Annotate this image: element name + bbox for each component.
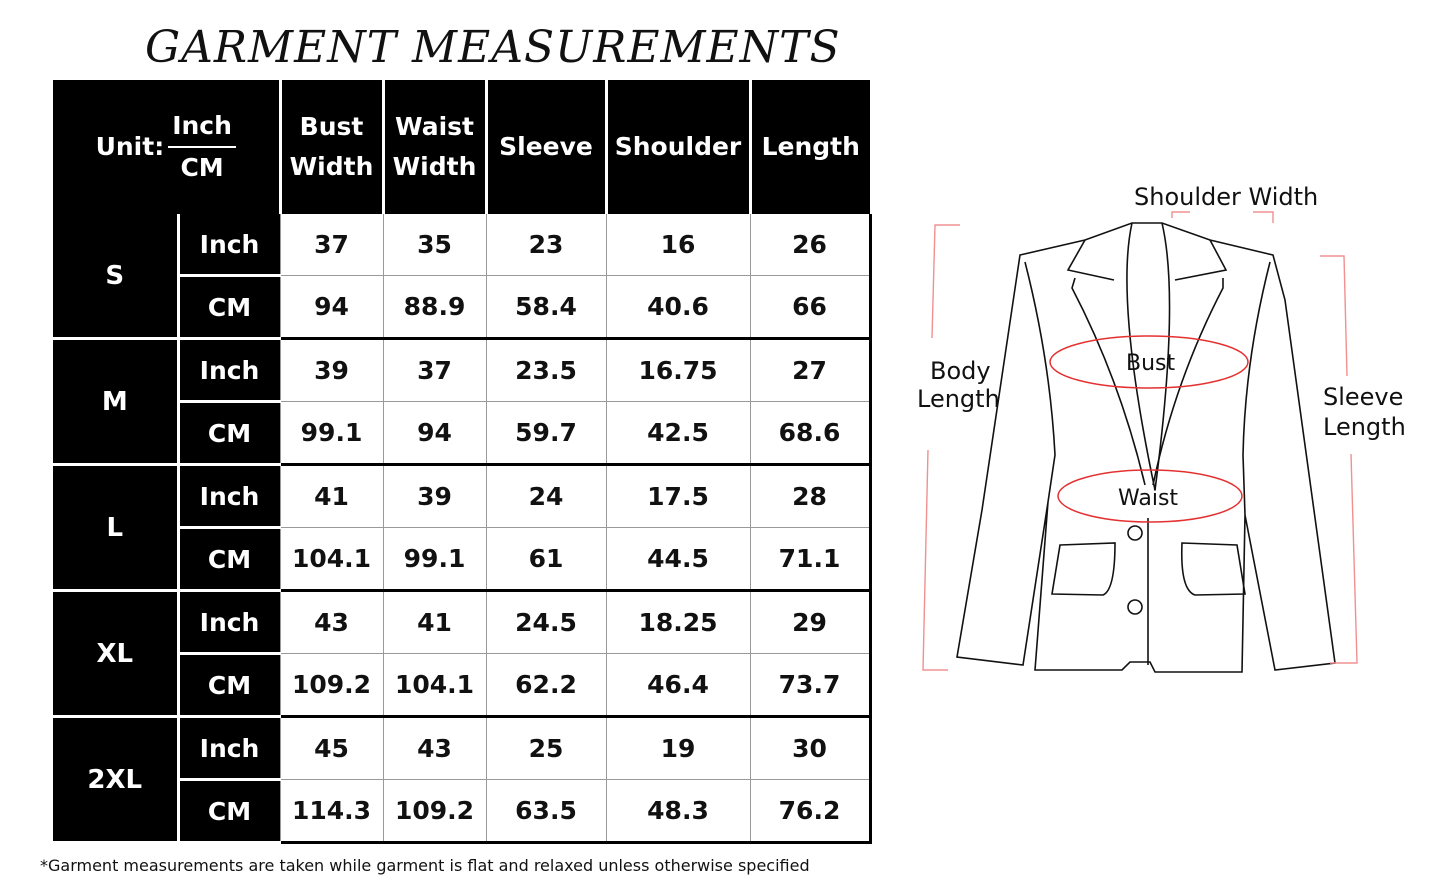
unit-cm: CM: [180, 153, 224, 182]
size-cell: L: [53, 464, 178, 592]
body-length-label-1: Body: [930, 357, 991, 385]
value-cell: 16: [605, 214, 750, 276]
col-length: Length: [748, 80, 870, 214]
value-cell: 30: [749, 716, 872, 780]
col-sleeve: Sleeve: [484, 80, 606, 214]
value-cell: 16.75: [605, 338, 750, 402]
col-shoulder: Shoulder: [604, 80, 750, 214]
measure-ellipses: [1049, 335, 1249, 523]
value-cell: 24: [485, 464, 606, 528]
unit-cell: Inch: [176, 464, 280, 529]
unit-cell: Inch: [176, 590, 280, 655]
col-waist: Waist Width: [381, 80, 486, 214]
value-cell: 26: [749, 214, 872, 276]
table-row: XL Inch 43 41 24.5 18.25 29: [53, 590, 872, 718]
value-cell: 17.5: [605, 464, 750, 528]
table-row: CM 104.1 99.1 61 44.5 71.1: [53, 527, 872, 592]
value-cell: 62.2: [485, 653, 606, 718]
value-cell: 76.2: [749, 779, 872, 844]
value-cell: 43: [279, 590, 383, 654]
value-cell: 41: [382, 590, 486, 654]
value-cell: 59.7: [485, 401, 606, 466]
value-cell: 73.7: [749, 653, 872, 718]
table-row: CM 99.1 94 59.7 42.5 68.6: [53, 401, 872, 466]
value-cell: 45: [279, 716, 383, 780]
sleeve-length-label-1: Sleeve: [1323, 383, 1403, 411]
value-cell: 94: [279, 275, 383, 340]
unit-cell: Inch: [176, 338, 280, 403]
value-cell: 28: [749, 464, 872, 528]
value-cell: 25: [485, 716, 606, 780]
value-cell: 109.2: [382, 779, 486, 844]
value-cell: 37: [382, 338, 486, 402]
shoulder-width-label: Shoulder Width: [1134, 183, 1318, 211]
jacket-diagram: Shoulder Width Body Length Sleeve Length…: [917, 183, 1406, 673]
value-cell: 46.4: [605, 653, 750, 718]
value-cell: 63.5: [485, 779, 606, 844]
size-cell: 2XL: [53, 716, 178, 844]
value-cell: 37: [279, 214, 383, 276]
value-cell: 104.1: [382, 653, 486, 718]
bust-label: Bust: [1126, 351, 1175, 376]
value-cell: 42.5: [605, 401, 750, 466]
value-cell: 35: [382, 214, 486, 276]
unit-cell: CM: [176, 275, 280, 340]
value-cell: 109.2: [279, 653, 383, 718]
unit-cell: Inch: [176, 716, 280, 781]
size-cell: XL: [53, 590, 178, 718]
table-row: L Inch 41 39 24 17.5 28: [53, 464, 872, 592]
value-cell: 39: [279, 338, 383, 402]
value-cell: 94: [382, 401, 486, 466]
table-row: S Inch 37 35 23 16 26: [53, 214, 872, 340]
value-cell: 29: [749, 590, 872, 654]
value-cell: 44.5: [605, 527, 750, 592]
value-cell: 24.5: [485, 590, 606, 654]
header-row: Unit: Inch CM Bust Width Waist Width Sleeve…: [53, 80, 870, 214]
value-cell: 43: [382, 716, 486, 780]
size-table: Unit: Inch CM Bust Width Waist Width Sleeve…: [53, 80, 872, 844]
table-row: CM 109.2 104.1 62.2 46.4 73.7: [53, 653, 872, 718]
value-cell: 104.1: [279, 527, 383, 592]
value-cell: 41: [279, 464, 383, 528]
value-cell: 71.1: [749, 527, 872, 592]
value-cell: 68.6: [749, 401, 872, 466]
value-cell: 23: [485, 214, 606, 276]
value-cell: 23.5: [485, 338, 606, 402]
unit-label: Unit:: [95, 132, 165, 161]
size-cell: M: [53, 338, 178, 466]
unit-header: Unit: Inch CM: [53, 80, 280, 214]
unit-cell: Inch: [176, 214, 280, 277]
table-row: CM 94 88.9 58.4 40.6 66: [53, 275, 872, 340]
waist-label: Waist: [1118, 486, 1178, 511]
unit-cell: CM: [176, 527, 280, 592]
col-bust: Bust Width: [278, 80, 383, 214]
size-cell: S: [53, 214, 178, 340]
unit-cell: CM: [176, 653, 280, 718]
value-cell: 99.1: [382, 527, 486, 592]
value-cell: 40.6: [605, 275, 750, 340]
table-row: CM 114.3 109.2 63.5 48.3 76.2: [53, 779, 872, 844]
table-row: M Inch 39 37 23.5 16.75 27: [53, 338, 872, 466]
value-cell: 58.4: [485, 275, 606, 340]
value-cell: 114.3: [279, 779, 383, 844]
measure-brackets: [922, 211, 1358, 671]
body-length-label-2: Length: [917, 385, 1000, 413]
unit-cell: CM: [176, 401, 280, 466]
value-cell: 18.25: [605, 590, 750, 654]
table-row: 2XL Inch 45 43 25 19 30: [53, 716, 872, 844]
page-title: GARMENT MEASUREMENTS: [145, 22, 841, 73]
value-cell: 99.1: [279, 401, 383, 466]
unit-cell: CM: [176, 779, 280, 844]
value-cell: 39: [382, 464, 486, 528]
value-cell: 61: [485, 527, 606, 592]
value-cell: 19: [605, 716, 750, 780]
value-cell: 48.3: [605, 779, 750, 844]
value-cell: 88.9: [382, 275, 486, 340]
footnote: *Garment measurements are taken while ga…: [40, 856, 810, 875]
value-cell: 27: [749, 338, 872, 402]
value-cell: 66: [749, 275, 872, 340]
sleeve-length-label-2: Length: [1323, 413, 1406, 441]
unit-inch: Inch: [168, 106, 236, 148]
